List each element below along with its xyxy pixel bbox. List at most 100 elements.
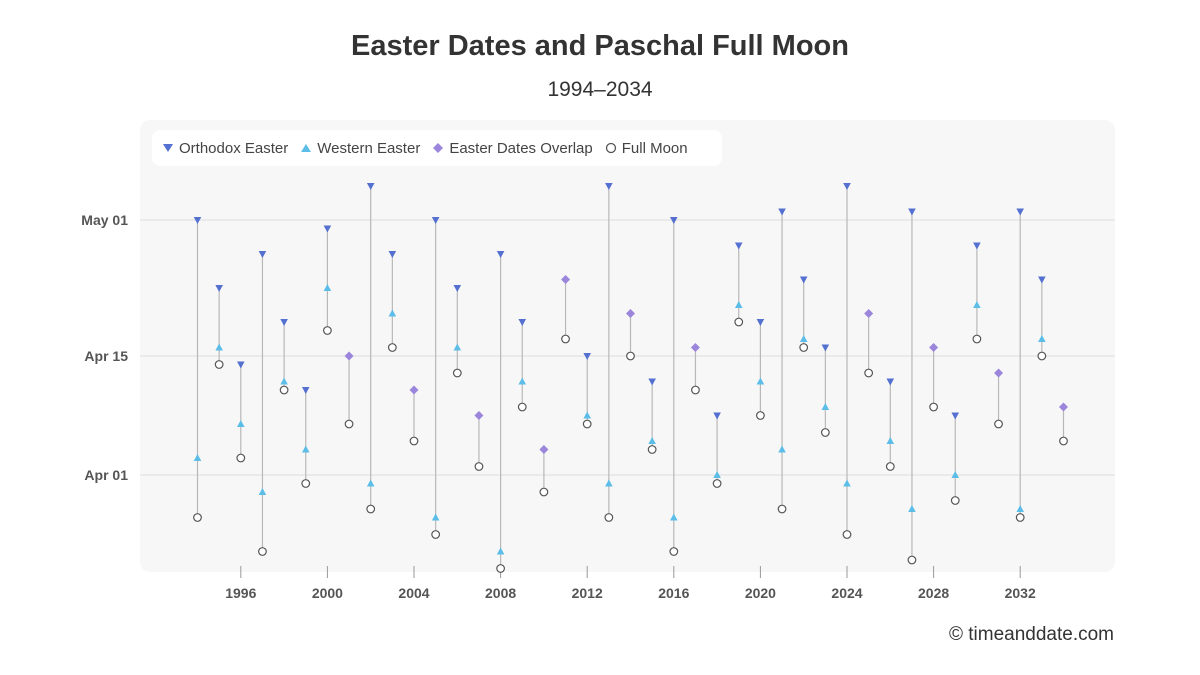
orthodox-easter-point [323, 225, 332, 233]
full-moon-point [864, 368, 874, 378]
orthodox-easter-point [366, 183, 375, 190]
western-easter-point [258, 488, 267, 495]
x-tick-label: 2032 [1005, 585, 1036, 601]
overlap-point [690, 343, 700, 352]
orthodox-easter-point [908, 208, 916, 216]
full-moon-point [842, 530, 852, 539]
overlap-point [626, 309, 635, 318]
full-moon-point [236, 453, 246, 463]
western-easter-point [323, 284, 332, 291]
x-tick-label: 2016 [658, 585, 689, 601]
orthodox-easter-point [605, 183, 613, 190]
full-moon-point [929, 402, 938, 412]
chart-subtitle: 1994–2034 [547, 78, 653, 101]
orthodox-easter-point [670, 217, 678, 224]
overlap-point [474, 411, 484, 420]
orthodox-easter-point [258, 251, 267, 258]
legend-item-western[interactable]: Western Easter [300, 140, 420, 157]
full-moon-point [885, 462, 895, 471]
full-moon-point [756, 411, 765, 420]
full-moon-point [344, 419, 354, 429]
western-easter-point [431, 513, 440, 521]
western-easter-point [670, 513, 678, 521]
legend-item-orthodox[interactable]: Orthodox Easter [162, 140, 288, 157]
plot-area [140, 120, 1115, 572]
western-easter-point [908, 505, 916, 512]
x-tick-label: 2012 [572, 585, 603, 601]
full-moon-point [582, 419, 592, 429]
western-easter-point [301, 445, 310, 453]
western-easter-point [366, 479, 375, 487]
full-moon-point [258, 547, 267, 556]
full-moon-point [799, 343, 809, 352]
legend-item-full-moon[interactable]: Full Moon [605, 140, 688, 157]
overlap-point [929, 343, 939, 352]
orthodox-easter-point [583, 353, 591, 360]
full-moon-point [669, 547, 679, 556]
full-moon-point [1037, 351, 1047, 361]
western-easter-point [799, 335, 808, 342]
orthodox-easter-point [648, 378, 656, 386]
orthodox-easter-point [756, 319, 765, 326]
western-easter-point [843, 479, 851, 487]
overlap-point [994, 368, 1004, 378]
overlap-point [561, 275, 571, 284]
full-moon-point [1015, 513, 1025, 522]
orthodox-easter-point [237, 361, 245, 369]
full-moon-point [734, 317, 744, 327]
orthodox-easter-point [886, 378, 895, 386]
x-tick-label: 1996 [225, 585, 256, 601]
full-moon-point [712, 479, 722, 488]
legend: Orthodox Easter Western Easter Easter Da… [152, 130, 722, 166]
legend-label-western: Western Easter [317, 139, 421, 157]
orthodox-easter-point [821, 344, 830, 352]
western-easter-point [605, 479, 613, 487]
western-easter-point [237, 420, 245, 427]
full-moon-point [279, 385, 289, 395]
credit-text[interactable]: © timeanddate.com [948, 624, 1114, 645]
full-moon-point [972, 334, 982, 344]
full-moon-point [647, 445, 657, 454]
chart-title: Easter Dates and Paschal Full Moon [351, 30, 849, 62]
overlap-point [409, 385, 419, 395]
western-easter-point [778, 445, 786, 453]
full-moon-point [431, 530, 441, 539]
full-moon-point [517, 402, 527, 412]
orthodox-easter-point [951, 412, 960, 420]
x-tick-label: 2008 [485, 585, 516, 601]
western-easter-point [453, 343, 462, 351]
western-easter-point [496, 547, 505, 555]
up-triangle-icon [301, 144, 312, 152]
orthodox-easter-point [1016, 208, 1024, 216]
legend-label-full-moon: Full Moon [621, 139, 688, 157]
western-easter-point [648, 437, 656, 444]
overlap-point [864, 309, 874, 318]
western-easter-point [388, 309, 397, 317]
full-moon-point [604, 513, 614, 522]
orthodox-easter-point [431, 217, 440, 224]
full-moon-point [366, 504, 376, 514]
x-tick-label: 2024 [831, 585, 862, 601]
full-moon-point [950, 496, 960, 505]
full-moon-point [323, 326, 332, 335]
western-easter-point [1016, 505, 1024, 512]
full-moon-point [626, 351, 635, 361]
y-tick-label: May 01 [81, 212, 128, 228]
western-easter-point [886, 437, 895, 444]
western-easter-point [583, 411, 591, 419]
orthodox-easter-point [453, 285, 462, 292]
legend-item-overlap[interactable]: Easter Dates Overlap [432, 140, 593, 157]
orthodox-easter-point [388, 251, 397, 258]
full-moon-point [387, 343, 397, 352]
legend-label-orthodox: Orthodox Easter [179, 139, 289, 157]
full-moon-point [820, 428, 830, 437]
full-moon-point [193, 513, 202, 522]
orthodox-easter-point [1038, 276, 1046, 284]
western-easter-point [1038, 335, 1046, 342]
western-easter-point [280, 377, 288, 385]
overlap-point [344, 351, 354, 361]
western-easter-point [951, 471, 960, 478]
full-moon-point [539, 487, 549, 497]
western-easter-point [518, 377, 527, 385]
orthodox-easter-point [496, 251, 505, 258]
